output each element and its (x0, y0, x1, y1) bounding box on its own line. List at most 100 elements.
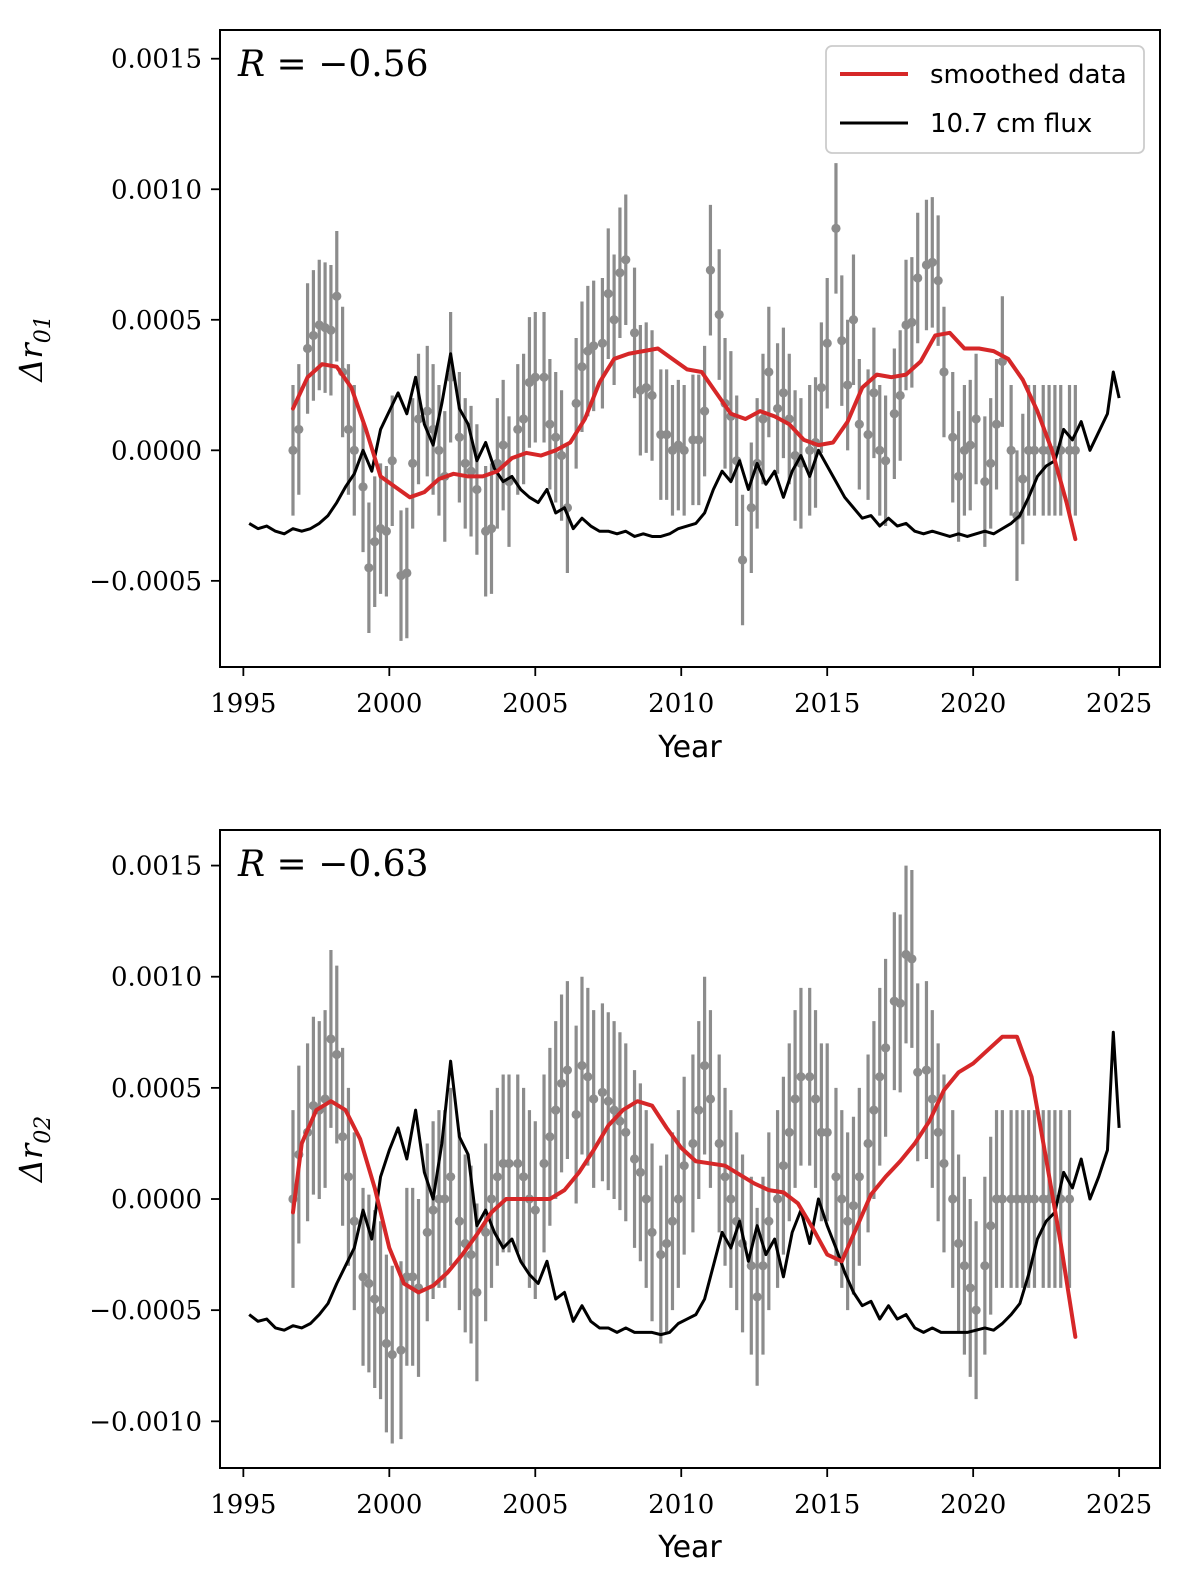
data-point (422, 406, 432, 416)
y-tick-label: −0.0010 (89, 1407, 202, 1437)
data-point (694, 1105, 704, 1115)
x-axis-label: Year (657, 1530, 722, 1565)
plot-area (248, 163, 1121, 641)
data-point (460, 458, 470, 468)
data-point (589, 341, 599, 351)
data-point (498, 440, 508, 450)
data-point (428, 1205, 438, 1215)
data-point (615, 1116, 625, 1126)
data-point (492, 458, 502, 468)
data-point (662, 430, 672, 440)
flux-line (248, 352, 1121, 538)
data-point (609, 1105, 619, 1115)
data-point (402, 568, 412, 578)
y-tick-label: 0.0015 (111, 852, 202, 882)
x-tick-label: 2025 (1086, 689, 1152, 719)
chart-top: 1995 2000 2005 2010 2015 2020 2025 −0.0005 0.000… (12, 29, 1161, 765)
data-point (629, 1154, 640, 1164)
x-tick-label: 2005 (502, 689, 568, 719)
data-point (545, 419, 555, 429)
data-point (481, 1227, 491, 1237)
data-point (1029, 1194, 1040, 1204)
data-point (714, 309, 724, 320)
data-point (805, 1072, 815, 1082)
data-point (875, 445, 885, 455)
correlation-value: = −0.56 (265, 44, 428, 85)
chart-bottom: 1995 2000 2005 2010 2015 2020 2025 −0.0010 −0.00… (12, 829, 1161, 1565)
data-point (927, 1094, 937, 1104)
data-point (656, 1249, 666, 1260)
data-point (772, 403, 783, 414)
data-point (472, 1287, 482, 1297)
x-tick-label: 2005 (502, 1490, 568, 1520)
data-point (965, 1283, 975, 1293)
y-tick-label: 0.0005 (111, 1074, 202, 1104)
data-point (699, 406, 710, 416)
data-point (726, 1194, 736, 1204)
data-point (597, 1087, 608, 1097)
y-tick-label: 0.0010 (111, 963, 202, 993)
correlation-symbol: R (237, 844, 265, 885)
data-point (370, 1294, 380, 1304)
data-point (848, 1201, 859, 1211)
data-point (615, 268, 625, 278)
y-axis-label-main: Δr (12, 342, 50, 384)
data-point (997, 1194, 1007, 1204)
data-point (980, 477, 990, 487)
data-point (641, 383, 651, 393)
data-point (338, 1132, 348, 1142)
data-point (805, 445, 815, 455)
data-point (343, 424, 354, 435)
data-point (519, 414, 529, 424)
data-point (927, 257, 937, 267)
data-point (364, 563, 374, 573)
data-point (758, 1261, 768, 1271)
x-tick-label: 2010 (648, 1490, 714, 1520)
data-point (764, 1216, 774, 1226)
data-point (609, 315, 619, 325)
legend: smoothed data 10.7 cm flux (825, 45, 1145, 154)
data-point (673, 1194, 683, 1204)
data-point (907, 317, 917, 327)
y-tick-label: 0.0000 (111, 436, 202, 466)
data-point (551, 432, 561, 442)
x-tick-label: 2000 (356, 689, 422, 719)
data-point (647, 390, 657, 401)
data-point (288, 445, 298, 455)
data-point (837, 336, 847, 346)
data-point (822, 338, 832, 348)
data-point (381, 526, 391, 536)
axes-frame (219, 29, 1161, 668)
data-point (913, 1067, 923, 1077)
data-point (965, 440, 975, 450)
y-axis-label-main: Δr (12, 1142, 50, 1184)
data-point (343, 1172, 354, 1182)
data-point (822, 1127, 832, 1137)
x-tick-label: 2025 (1086, 1490, 1152, 1520)
data-point (332, 1049, 342, 1060)
data-point (948, 432, 958, 442)
data-point (302, 343, 313, 354)
data-point (603, 289, 613, 299)
y-tick-label: 0.0015 (111, 45, 202, 75)
y-axis-label-subscript: 01 (31, 315, 56, 343)
smoothed-line (290, 1034, 1078, 1339)
data-point (454, 1216, 464, 1226)
data-point (332, 291, 342, 301)
data-point (387, 1350, 397, 1360)
y-tick-label: 0.0005 (111, 306, 202, 336)
smoothed-line (290, 330, 1078, 542)
data-point (796, 1072, 806, 1082)
data-point (358, 1272, 368, 1282)
data-point (577, 362, 587, 372)
data-point (843, 380, 853, 390)
data-point (948, 1194, 958, 1204)
data-point (764, 367, 774, 377)
data-point (530, 372, 540, 382)
data-point (513, 1158, 523, 1169)
data-point (629, 328, 640, 338)
y-axis-label: Δr02 (12, 1116, 56, 1184)
x-tick-label: 1995 (210, 689, 276, 719)
data-point (880, 456, 891, 466)
